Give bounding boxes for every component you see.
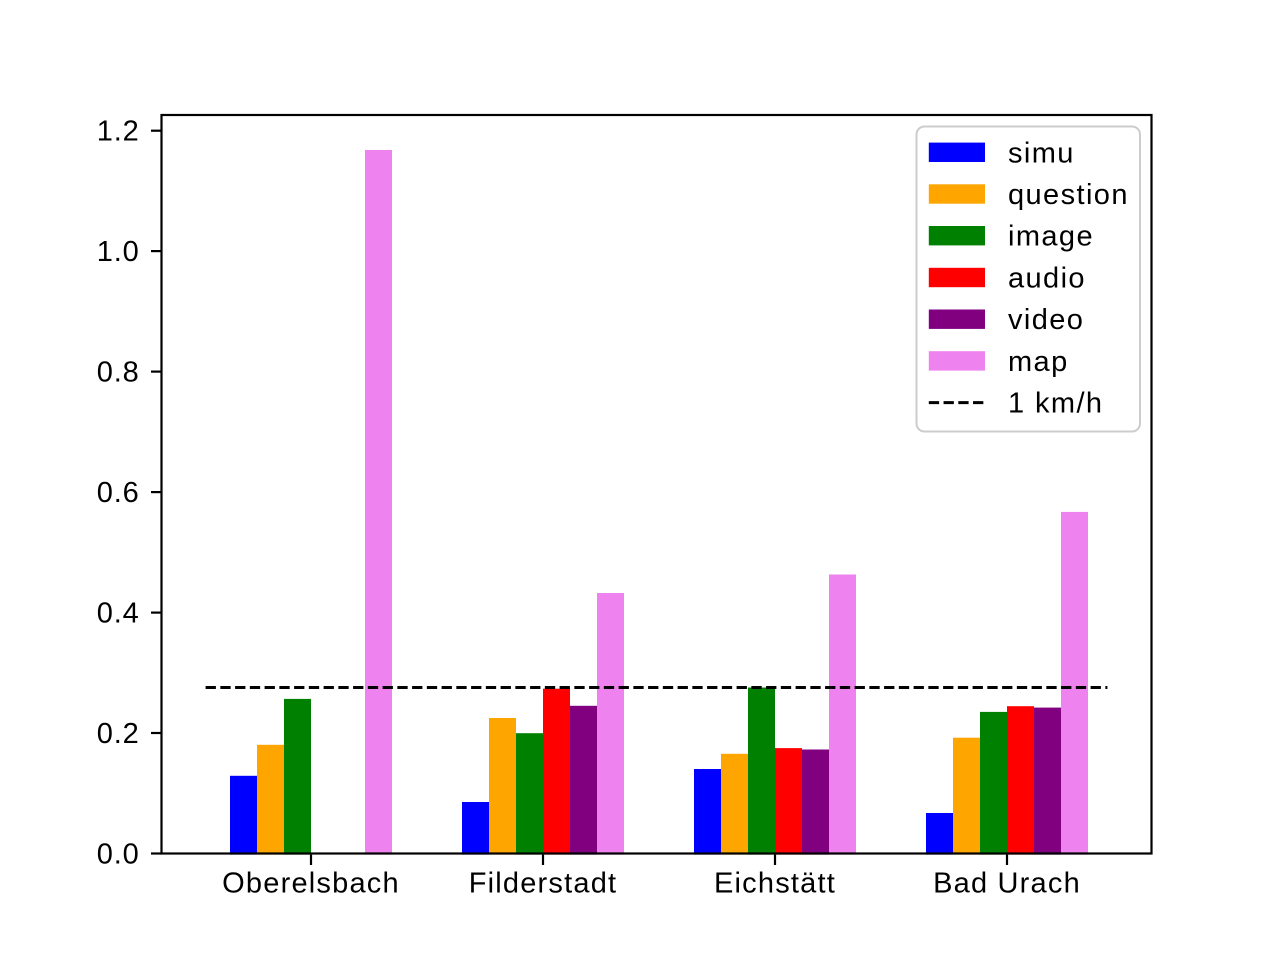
svg-text:audio: audio [1008, 263, 1086, 295]
svg-text:map: map [1008, 346, 1069, 378]
svg-text:0.2: 0.2 [97, 718, 140, 750]
svg-text:1 km/h: 1 km/h [1008, 388, 1103, 420]
svg-text:0.4: 0.4 [97, 598, 140, 630]
svg-text:question: question [1008, 179, 1129, 211]
svg-text:Oberelsbach: Oberelsbach [222, 868, 400, 900]
svg-text:1.2: 1.2 [97, 116, 140, 148]
svg-text:simu: simu [1008, 137, 1075, 169]
svg-text:0.6: 0.6 [97, 477, 140, 509]
svg-text:0.0: 0.0 [97, 839, 140, 871]
svg-text:Bad Urach: Bad Urach [933, 868, 1081, 900]
svg-text:video: video [1008, 304, 1084, 336]
svg-text:1.0: 1.0 [97, 236, 140, 268]
svg-text:image: image [1008, 221, 1094, 253]
svg-text:0.8: 0.8 [97, 357, 140, 389]
svg-text:Eichstätt: Eichstätt [714, 868, 836, 900]
svg-text:Filderstadt: Filderstadt [469, 868, 618, 900]
